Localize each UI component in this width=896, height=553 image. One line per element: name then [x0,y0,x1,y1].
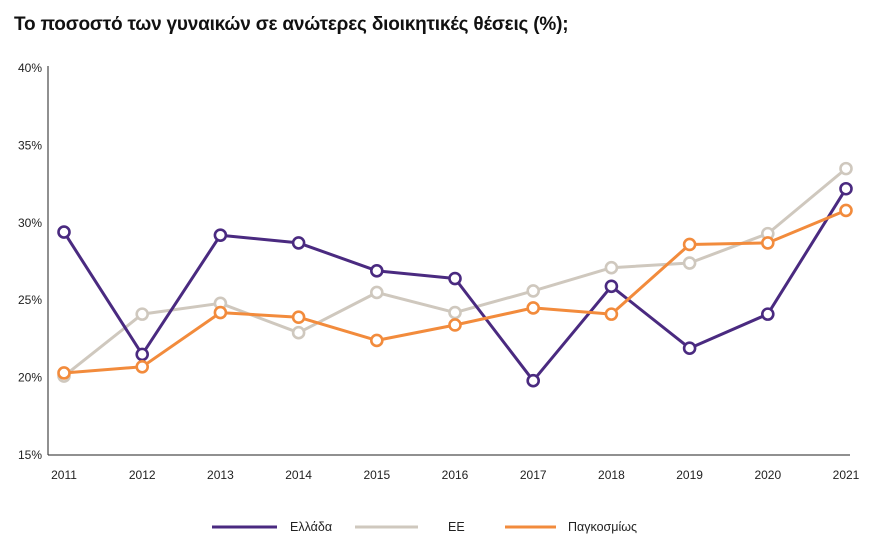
legend-label: Παγκοσμίως [568,520,637,534]
data-point-eu [682,256,697,270]
data-point-global [213,305,228,320]
data-point-eu [291,325,306,340]
x-tick-label: 2015 [363,468,390,482]
data-point-greece [213,228,228,242]
y-tick-label: 40% [18,61,42,75]
data-point-greece [839,181,853,196]
chart-legend: Ελλάδα ΕΕ Παγκοσμίως [212,520,637,534]
legend-label: Ελλάδα [290,520,332,534]
data-point-global [526,301,541,315]
series-line-global [63,209,847,375]
x-tick-label: 2011 [51,468,77,482]
data-point-eu [369,285,384,300]
legend-item-global: Παγκοσμίως [505,520,637,534]
y-tick-label: 35% [18,138,42,152]
data-point-global [448,318,462,332]
data-point-eu [839,161,853,176]
data-point-greece [682,341,697,355]
legend-label: ΕΕ [448,520,465,534]
data-point-eu [604,260,619,275]
legend-item-eu: ΕΕ [355,520,465,534]
data-point-greece [760,307,775,321]
series-layer [57,161,853,388]
x-tick-label: 2019 [676,468,703,482]
data-point-greece [369,263,384,278]
x-tick-label: 2021 [833,468,860,482]
x-tick-label: 2017 [520,468,547,482]
data-point-global [291,310,306,325]
series-global [57,203,853,380]
series-greece [57,181,853,388]
data-point-eu [135,307,149,321]
data-point-global [839,203,853,218]
x-tick-label: 2014 [285,468,312,482]
data-point-global [369,333,384,348]
x-tick-label: 2012 [129,468,156,482]
data-point-global [760,236,775,250]
x-tick-label: 2013 [207,468,234,482]
data-point-global [135,359,149,374]
y-tick-label: 15% [18,448,42,462]
data-point-global [57,366,71,380]
y-tick-label: 20% [18,371,42,385]
x-tick-label: 2018 [598,468,625,482]
data-point-greece [291,236,306,250]
y-tick-label: 30% [18,216,42,230]
y-tick-label: 25% [18,293,42,307]
data-point-greece [135,347,149,362]
data-point-greece [604,279,619,294]
data-point-greece [526,373,541,388]
legend-item-greece: Ελλάδα [212,520,332,534]
data-point-greece [448,271,462,286]
data-point-global [604,307,619,321]
chart-title: Το ποσοστό των γυναικών σε ανώτερες διοι… [14,14,569,35]
x-tick-label: 2016 [442,468,469,482]
data-point-greece [57,225,71,239]
data-point-eu [526,284,541,298]
chart-axes: 15% 20% 25% 30% 35% 40% 2011 2012 2013 2014 2015 20… [18,61,860,482]
data-point-eu [448,305,462,320]
x-tick-label: 2020 [754,468,781,482]
data-point-global [682,237,697,252]
